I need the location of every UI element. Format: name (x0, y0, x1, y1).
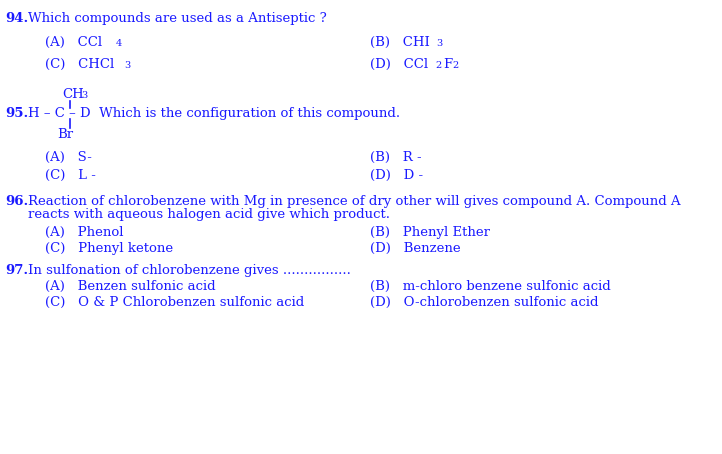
Text: (D)   O-chlorobenzen sulfonic acid: (D) O-chlorobenzen sulfonic acid (370, 296, 599, 309)
Text: 2: 2 (452, 61, 458, 70)
Text: F: F (443, 58, 452, 71)
Text: (C)   O & P Chlorobenzen sulfonic acid: (C) O & P Chlorobenzen sulfonic acid (45, 296, 304, 309)
Text: 94.: 94. (5, 12, 28, 25)
Text: (C)   L -: (C) L - (45, 169, 96, 182)
Text: (B)   m-chloro benzene sulfonic acid: (B) m-chloro benzene sulfonic acid (370, 280, 611, 293)
Text: (D)   D -: (D) D - (370, 169, 423, 182)
Text: 3: 3 (81, 91, 87, 100)
Text: (A)   Benzen sulfonic acid: (A) Benzen sulfonic acid (45, 280, 216, 293)
Text: (A)   S-: (A) S- (45, 151, 92, 164)
Text: Which compounds are used as a Antiseptic ?: Which compounds are used as a Antiseptic… (28, 12, 327, 25)
Text: Reaction of chlorobenzene with Mg in presence of dry other will gives compound A: Reaction of chlorobenzene with Mg in pre… (28, 195, 681, 208)
Text: 3: 3 (124, 61, 130, 70)
Text: Br: Br (57, 128, 73, 141)
Text: reacts with aqueous halogen acid give which product.: reacts with aqueous halogen acid give wh… (28, 208, 390, 221)
Text: (B)   R -: (B) R - (370, 151, 422, 164)
Text: H – C – D  Which is the configuration of this compound.: H – C – D Which is the configuration of … (28, 107, 400, 120)
Text: (C)   Phenyl ketone: (C) Phenyl ketone (45, 242, 173, 255)
Text: 3: 3 (436, 39, 443, 48)
Text: 4: 4 (116, 39, 122, 48)
Text: 95.: 95. (5, 107, 28, 120)
Text: 97.: 97. (5, 264, 28, 277)
Text: (A)   CCl: (A) CCl (45, 36, 102, 49)
Text: (D)   Benzene: (D) Benzene (370, 242, 461, 255)
Text: (B)   Phenyl Ether: (B) Phenyl Ether (370, 226, 490, 239)
Text: 96.: 96. (5, 195, 28, 208)
Text: (C)   CHCl: (C) CHCl (45, 58, 114, 71)
Text: (D)   CCl: (D) CCl (370, 58, 428, 71)
Text: CH: CH (62, 88, 84, 101)
Text: (A)   Phenol: (A) Phenol (45, 226, 123, 239)
Text: In sulfonation of chlorobenzene gives ................: In sulfonation of chlorobenzene gives ..… (28, 264, 351, 277)
Text: (B)   CHI: (B) CHI (370, 36, 430, 49)
Text: 2: 2 (435, 61, 441, 70)
